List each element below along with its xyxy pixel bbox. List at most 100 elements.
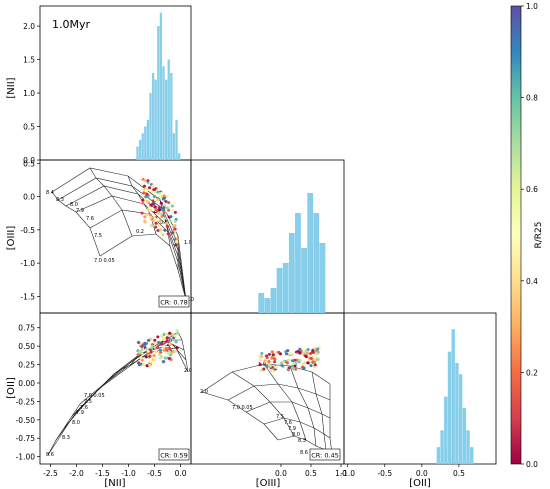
oii-nii-point	[136, 353, 140, 357]
oiii-y-tick-label: 0.0	[23, 193, 35, 202]
oii-oiii-grid-line	[289, 365, 317, 447]
oiii-nii-grid-line	[89, 167, 133, 237]
oii-oiii-point	[287, 366, 291, 370]
oii-nii-point	[160, 334, 164, 338]
cr-label-oiii-nii: CR: 0.78	[160, 299, 188, 307]
oii-nii-point	[164, 347, 168, 351]
oii-oiii-point	[291, 359, 295, 363]
hist-oii-bars	[436, 329, 474, 464]
colorbar-tick-label: 0.0	[526, 460, 538, 469]
oii-oiii-point	[293, 358, 297, 362]
oii-oiii-point	[267, 352, 271, 356]
oiii-nii-point	[141, 201, 145, 205]
oiii-nii-point	[148, 206, 152, 210]
oii-nii-point	[137, 340, 141, 344]
oii-oiii-grid-line	[201, 363, 331, 393]
oiii-nii-point	[162, 206, 166, 210]
oiii-nii-point	[167, 201, 171, 205]
grid-label: 7.6	[284, 420, 292, 426]
oiii-x-tick-label: 0.0	[275, 469, 287, 478]
oiii-nii-point	[156, 198, 160, 202]
grid-label: 1.0	[258, 362, 266, 368]
panel-scatter-oii-oiii	[190, 312, 345, 465]
grid-label: 7.9	[288, 426, 296, 432]
oiii-nii-point	[143, 219, 147, 223]
oiii-nii-point	[174, 217, 178, 221]
oiii-nii-point	[159, 228, 163, 232]
grid-label: 8.0	[72, 420, 80, 426]
oiii-nii-point	[161, 197, 165, 201]
oii-oiii-point	[273, 360, 277, 364]
oii-oiii-point	[271, 369, 275, 373]
oiii-x-tick-label: 1.0	[335, 469, 347, 478]
oiii-nii-grid-line	[99, 233, 187, 301]
oii-oiii-grid-line	[329, 384, 333, 455]
oii-oiii-point	[315, 352, 319, 356]
grid-label: 8.6	[300, 450, 308, 456]
grid-label: 8.0	[292, 432, 300, 438]
oiii-nii-point	[165, 206, 169, 210]
oiii-nii-point	[146, 179, 150, 183]
oiii-nii-grid-line	[75, 195, 187, 301]
oii-oiii-point	[309, 364, 313, 368]
grid-label: 8.3	[298, 438, 306, 444]
oii-oiii-point	[292, 362, 296, 366]
hist-nii-y-tick-label: 1.0	[23, 89, 35, 98]
grid-label: 7.5	[94, 233, 102, 239]
oiii-nii-point	[164, 199, 168, 203]
oii-oiii-grid-line	[231, 371, 295, 437]
oii-nii-point	[144, 347, 148, 351]
oii-nii-point	[153, 338, 157, 342]
grid-label: 0.5	[162, 344, 170, 350]
oii-oiii-grid-line	[245, 401, 331, 419]
oiii-y-tick-label: -1.5	[20, 292, 35, 301]
grid-label: 7.5	[84, 399, 92, 405]
oii-oiii-point	[302, 349, 306, 353]
oii-oiii-point	[279, 362, 283, 366]
hist-oiii-bar	[295, 213, 301, 313]
grid-label: 7.0 0.05	[84, 393, 105, 399]
hist-nii-bar	[175, 119, 178, 160]
oii-nii-point	[168, 346, 172, 350]
oiii-nii-point	[151, 184, 155, 188]
oii-nii-point	[143, 341, 147, 345]
grid-label: 8.3	[56, 197, 64, 203]
oii-y-tick-label: 0.75	[18, 324, 35, 333]
oii-nii-point	[148, 341, 152, 345]
oii-oiii-point	[262, 356, 266, 360]
oiii-nii-point	[153, 217, 157, 221]
oii-y-tick-label: 0.00	[18, 379, 35, 388]
hist-nii-bar	[164, 79, 168, 160]
oiii-nii-point	[159, 230, 163, 234]
oiii-nii-point	[173, 220, 177, 224]
hist-nii-bar	[138, 139, 142, 160]
hist-oiii-bar	[270, 288, 277, 313]
hist-nii-bar	[167, 59, 170, 160]
oii-nii-point	[137, 363, 141, 367]
oii-oiii-point	[259, 358, 263, 362]
oii-oiii-point	[311, 360, 315, 364]
oiii-y-tick-label: -0.5	[20, 226, 35, 235]
oii-oiii-point	[302, 366, 306, 370]
grid-label: 8.4	[46, 190, 54, 196]
colorbar-tick-label: 0.8	[526, 94, 538, 103]
grid-label: 8.0	[70, 202, 78, 208]
oii-oiii-grid-line	[263, 417, 331, 439]
oii-oiii-point	[260, 351, 264, 355]
nii-x-tick-label: -2.5	[43, 469, 58, 478]
hist-oii-bar	[447, 351, 452, 464]
colorbar-label: R/R25	[534, 222, 544, 249]
oii-nii-point	[144, 355, 148, 359]
hist-nii-bar	[172, 133, 176, 160]
grid-label: 8.6	[46, 452, 54, 458]
oiii-y-tick-label: 0.5	[23, 159, 35, 168]
oiii-nii-point	[159, 212, 163, 216]
nii-x-tick-label: 0.0	[175, 469, 187, 478]
oii-x-tick-label: 0.5	[453, 469, 465, 478]
oii-oiii-point	[291, 365, 295, 369]
oii-oiii-point	[265, 365, 269, 369]
oii-oiii-grid-line	[311, 371, 327, 451]
hist-oii-bar	[462, 407, 467, 464]
oiii-nii-point	[144, 195, 148, 199]
oii-y-tick-label: -0.75	[16, 434, 36, 443]
